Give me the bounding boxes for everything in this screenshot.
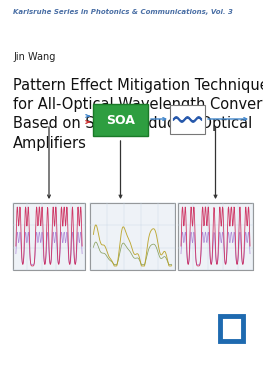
Bar (13, 203, 85, 270)
Text: Karlsruhe Series in Photonics & Communications, Vol. 3: Karlsruhe Series in Photonics & Communic… (13, 9, 233, 15)
Text: SOA: SOA (106, 113, 135, 126)
Bar (93, 104, 148, 136)
Bar (170, 105, 205, 134)
Bar (90, 203, 175, 270)
Bar (213, 310, 250, 347)
Text: Pattern Effect Mitigation Techniques
for All-Optical Wavelength Converters
Based: Pattern Effect Mitigation Techniques for… (13, 78, 263, 151)
Text: Jin Wang: Jin Wang (13, 52, 55, 62)
Bar (178, 203, 253, 270)
Text: universitätsverlag karlsruhe: universitätsverlag karlsruhe (166, 355, 255, 361)
Bar (220, 316, 243, 341)
